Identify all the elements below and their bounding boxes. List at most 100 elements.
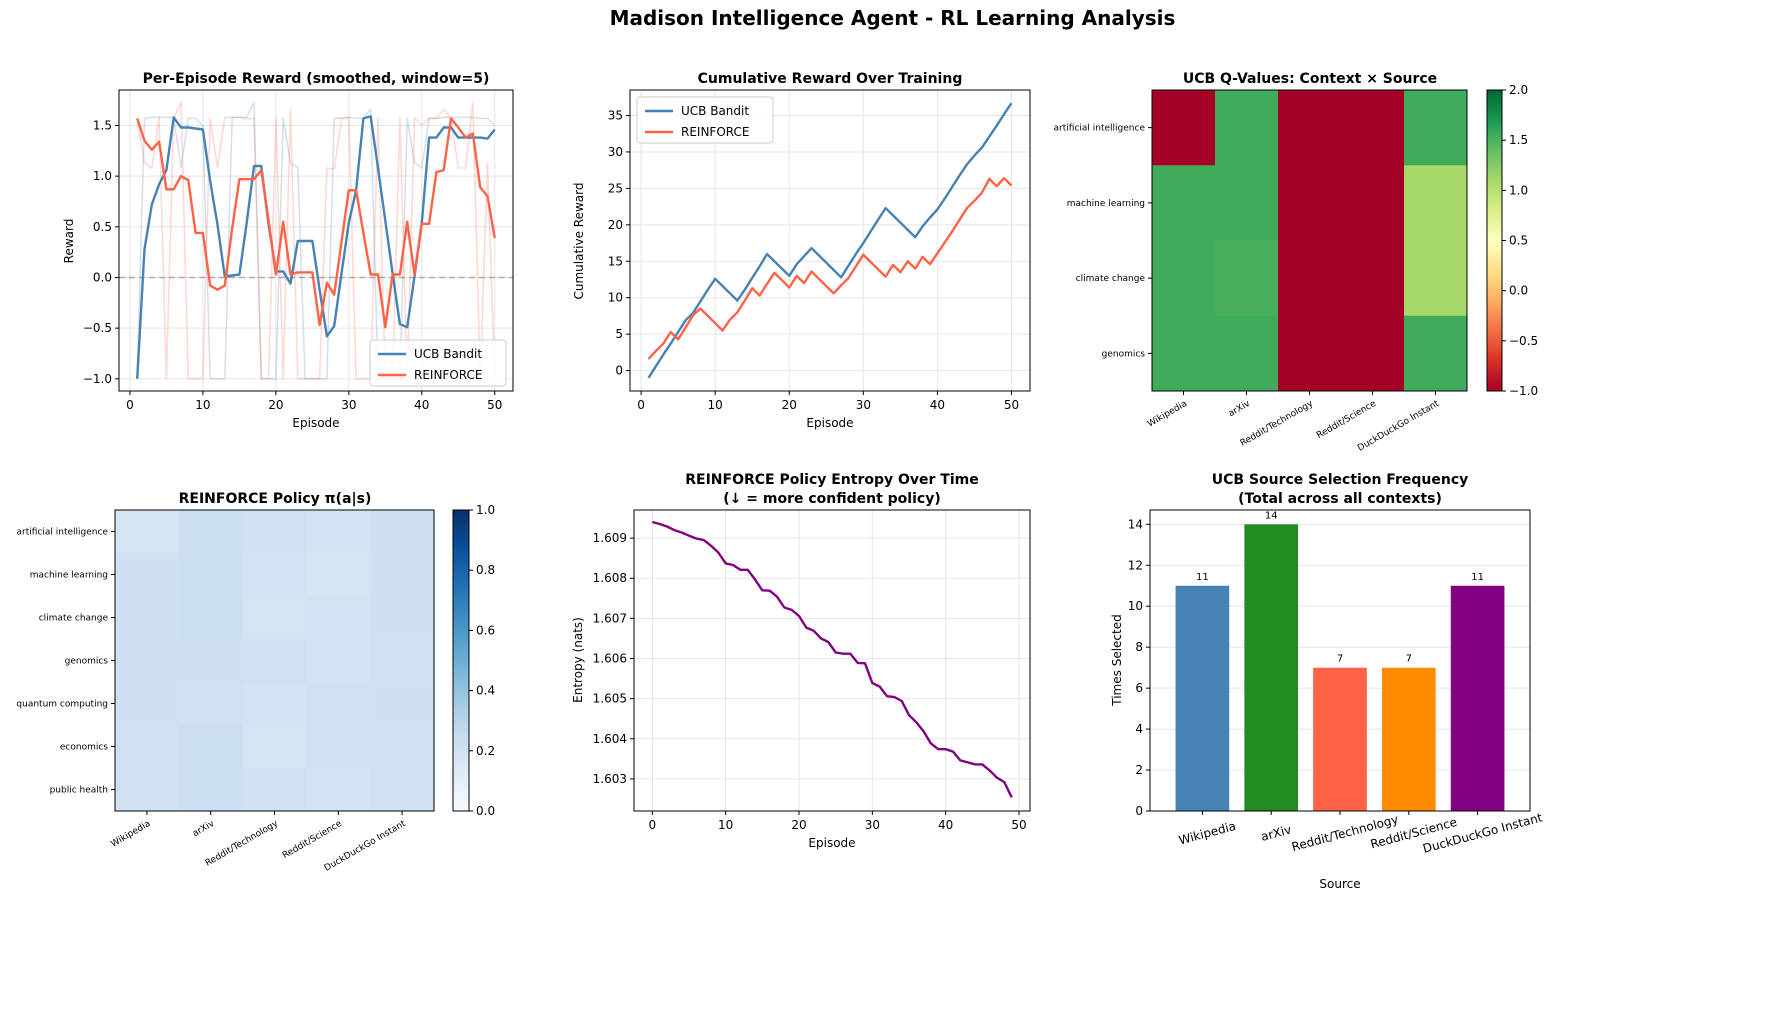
heatmap-cell	[1152, 315, 1216, 392]
heatmap-cell	[1278, 165, 1342, 241]
figure-title: Madison Intelligence Agent - RL Learning…	[609, 6, 1176, 30]
reward-chart: 0 10 20 30 40 50 −1.0 −0.5 0.0 0.5 1.0 1.5 Per-Episo…	[62, 71, 514, 430]
axes-frame	[629, 89, 1031, 392]
heatmap-cell	[1278, 240, 1342, 317]
heatmap-cell	[306, 639, 371, 683]
y-tick-label: 6	[1135, 681, 1143, 695]
y-tick-label: 25	[608, 181, 623, 195]
series-line	[647, 176, 1013, 360]
x-tick-label: 10	[718, 818, 733, 832]
colorbar-tick-label: 0.0	[476, 804, 495, 818]
y-tick-label: 1.608	[593, 571, 627, 585]
y-tick-label: 1.607	[593, 611, 627, 625]
y-tick-label: −1.0	[83, 372, 112, 386]
y-axis-label: Times Selected	[1110, 614, 1124, 706]
chart-title: Per-Episode Reward (smoothed, window=5)	[143, 71, 490, 87]
y-tick-label: 0	[615, 364, 623, 378]
row-label: public health	[50, 786, 108, 796]
heatmap-cell	[1278, 315, 1342, 392]
y-tick-label: 1.0	[93, 169, 112, 183]
chart-subtitle: (↓ = more confident policy)	[723, 491, 940, 507]
heatmap-cell	[306, 553, 371, 597]
heatmap-cell	[370, 596, 435, 640]
legend-label: UCB Bandit	[414, 347, 482, 361]
bar	[1244, 524, 1299, 811]
chart-title: REINFORCE Policy Entropy Over Time	[685, 472, 979, 488]
y-tick-label: 10	[1128, 599, 1143, 613]
x-tick-label: 0	[126, 398, 134, 412]
column-label: Reddit/Science	[1315, 399, 1378, 441]
heatmap-cell	[242, 768, 307, 812]
heatmap-cell	[1215, 165, 1279, 241]
heatmap-cell	[1404, 315, 1468, 392]
ucb-q-heatmap: artificial intelligence machine learning c…	[1054, 71, 1539, 454]
heatmap-cell	[370, 510, 435, 554]
row-label: genomics	[1102, 349, 1146, 359]
y-tick-label: 10	[608, 291, 623, 305]
bar-value-label: 14	[1265, 510, 1278, 521]
row-label: artificial intelligence	[17, 528, 109, 538]
x-tick-label: 0	[649, 818, 657, 832]
heatmap-cell	[115, 725, 180, 769]
series-line	[647, 102, 1013, 379]
bar-value-label: 7	[1406, 654, 1412, 665]
heatmap-cell	[115, 596, 180, 640]
bar	[1450, 585, 1505, 811]
entropy-chart: 0 10 20 30 40 50 1.603 1.604 1.605 1.606 1.607 1.60…	[571, 472, 1031, 850]
heatmap-cell	[178, 682, 244, 726]
series-line	[651, 520, 1013, 798]
heatmap-cell	[178, 510, 244, 554]
legend-label: UCB Bandit	[681, 104, 749, 118]
x-tick-label: 30	[856, 398, 871, 412]
y-tick-label: 1.603	[593, 772, 627, 786]
colorbar-tick-label: 0.4	[476, 684, 495, 698]
colorbar	[452, 509, 470, 812]
heatmap-cell	[306, 682, 371, 726]
column-label: arXiv	[191, 819, 217, 840]
heatmap-cell	[1278, 90, 1342, 166]
colorbar-tick-label: −0.5	[1509, 334, 1538, 348]
x-tick-label: 50	[1011, 818, 1026, 832]
y-tick-label: 1.604	[593, 732, 627, 746]
colorbar-tick-label: 0.5	[1509, 234, 1528, 248]
heatmap-cell	[370, 768, 435, 812]
colorbar-tick-label: 1.5	[1509, 133, 1528, 147]
bar	[1381, 667, 1436, 811]
bar	[1175, 585, 1230, 811]
category-label: arXiv	[1259, 822, 1293, 844]
series-line	[136, 101, 496, 380]
chart-title: Cumulative Reward Over Training	[698, 71, 963, 87]
axes-frame	[118, 89, 514, 392]
heatmap-cell	[1341, 315, 1405, 392]
y-axis-label: Reward	[62, 219, 76, 264]
series-line	[136, 101, 496, 380]
colorbar-tick-label: 0.2	[476, 744, 495, 758]
y-tick-label: 20	[608, 218, 623, 232]
heatmap-cell	[178, 639, 244, 683]
heatmap-cell	[1404, 165, 1468, 241]
heatmap-cell	[306, 510, 371, 554]
heatmap-cell	[306, 725, 371, 769]
x-tick-label: 0	[637, 398, 645, 412]
heatmap-cell	[1215, 315, 1279, 392]
x-tick-label: 10	[195, 398, 210, 412]
series-line	[136, 115, 496, 379]
row-label: artificial intelligence	[1054, 124, 1146, 134]
heatmap-cell	[115, 768, 180, 812]
y-tick-label: 0.0	[93, 270, 112, 284]
y-tick-label: 2	[1135, 763, 1143, 777]
heatmap-cell	[1341, 90, 1405, 166]
heatmap-cell	[1341, 165, 1405, 241]
colorbar-tick-label: 0.6	[476, 623, 495, 637]
legend-label: REINFORCE	[414, 368, 482, 382]
x-axis-label: Episode	[292, 416, 339, 430]
heatmap-cell	[370, 553, 435, 597]
category-label: Wikipedia	[1177, 819, 1237, 848]
heatmap-cell	[306, 768, 371, 812]
row-label: climate change	[1076, 274, 1146, 284]
heatmap-cell	[115, 510, 180, 554]
row-label: machine learning	[1067, 199, 1145, 209]
series-line	[136, 117, 496, 329]
colorbar-tick-label: 1.0	[476, 503, 495, 517]
heatmap-cell	[115, 553, 180, 597]
